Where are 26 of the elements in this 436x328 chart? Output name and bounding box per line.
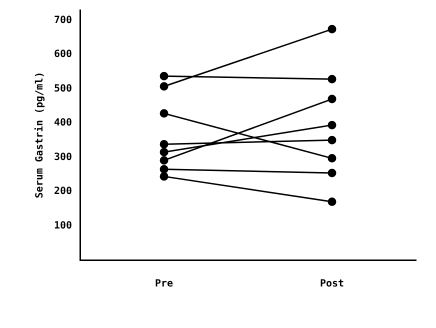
point bbox=[328, 120, 336, 130]
point bbox=[160, 82, 168, 91]
point bbox=[160, 172, 168, 181]
point bbox=[160, 164, 168, 174]
point bbox=[160, 148, 168, 156]
point bbox=[328, 24, 336, 34]
y-tick-label: 700 bbox=[54, 14, 72, 26]
y-tick-label: 300 bbox=[54, 152, 72, 163]
point bbox=[328, 168, 336, 178]
y-axis-title: Serum Gastrin (pg/ml) bbox=[34, 72, 46, 198]
point bbox=[328, 198, 336, 206]
x-tick-label: Pre bbox=[155, 278, 174, 290]
y-tick-label: 200 bbox=[54, 186, 72, 198]
y-tick-label: 600 bbox=[54, 49, 72, 60]
point bbox=[160, 156, 168, 165]
y-tick-label: 500 bbox=[54, 83, 72, 94]
y-tick-label: 400 bbox=[54, 118, 72, 129]
point bbox=[160, 109, 168, 118]
point bbox=[328, 136, 336, 144]
point bbox=[328, 154, 336, 163]
y-tick-label: 100 bbox=[54, 220, 72, 232]
x-tick-label: Post bbox=[320, 278, 344, 290]
point bbox=[328, 74, 336, 84]
point bbox=[160, 72, 168, 80]
point bbox=[328, 94, 336, 104]
point bbox=[160, 140, 168, 148]
